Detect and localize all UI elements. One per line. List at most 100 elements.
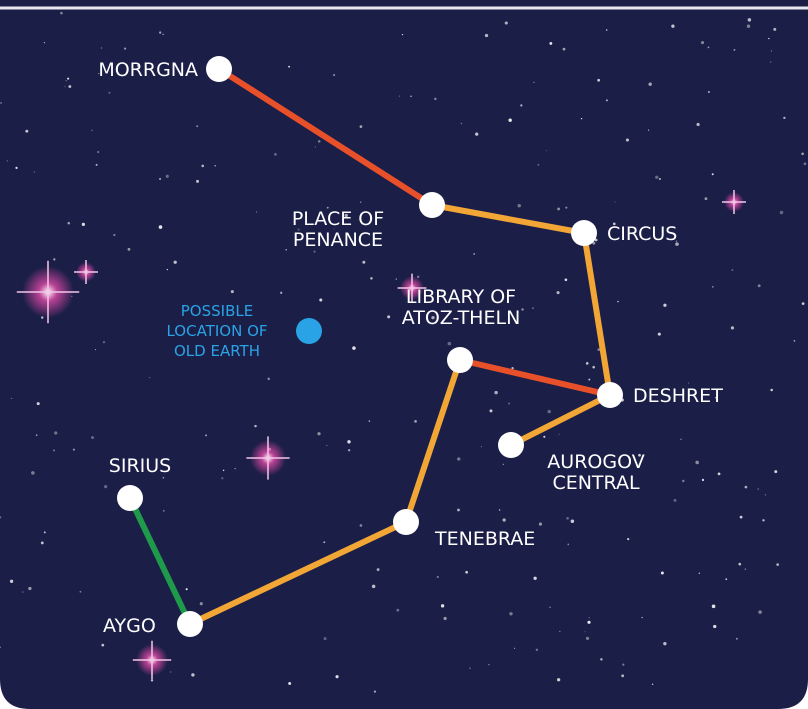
route <box>508 392 613 448</box>
star <box>165 174 169 178</box>
star <box>35 434 38 436</box>
star <box>127 247 131 251</box>
star <box>498 509 501 511</box>
star <box>773 27 777 31</box>
star <box>747 18 752 22</box>
star <box>769 61 772 63</box>
star <box>159 31 162 34</box>
star <box>370 277 373 280</box>
star <box>43 42 46 44</box>
star <box>313 250 316 253</box>
star <box>557 207 561 211</box>
star <box>509 612 513 616</box>
star <box>185 588 188 591</box>
star <box>801 302 805 305</box>
star <box>592 365 596 369</box>
star <box>744 568 746 570</box>
star <box>757 284 761 288</box>
star <box>547 409 551 414</box>
star <box>40 541 44 545</box>
star <box>600 658 603 661</box>
star <box>584 631 586 633</box>
star <box>344 213 348 218</box>
star <box>566 516 569 520</box>
star <box>538 522 543 526</box>
star <box>730 326 735 330</box>
star <box>230 290 234 294</box>
star <box>15 166 18 169</box>
star <box>698 572 701 575</box>
star <box>484 33 489 38</box>
star <box>54 431 58 435</box>
star <box>60 11 63 15</box>
star <box>680 438 682 440</box>
system-node <box>597 382 623 408</box>
star <box>712 286 714 288</box>
system-label: LIBRARY OF ATOZ-THELN <box>402 286 521 329</box>
star <box>651 683 654 686</box>
star <box>417 275 420 278</box>
star <box>359 125 363 128</box>
star <box>489 409 493 413</box>
star <box>641 616 643 619</box>
route <box>581 230 613 398</box>
star <box>762 519 765 522</box>
star <box>638 453 641 457</box>
star <box>696 122 700 127</box>
star <box>711 604 716 609</box>
star <box>191 673 195 677</box>
star <box>136 65 139 67</box>
old-earth-label: POSSIBLE LOCATION OF OLD EARTH <box>166 302 267 360</box>
star <box>675 240 678 242</box>
star <box>744 485 748 489</box>
star <box>333 228 335 230</box>
system-label: AUROGOV CENTRAL <box>547 451 644 494</box>
star-spike <box>74 260 98 284</box>
star <box>469 667 471 670</box>
star <box>588 378 591 381</box>
star <box>774 470 778 474</box>
star <box>6 160 8 162</box>
star <box>675 242 679 246</box>
star <box>588 617 590 619</box>
star <box>570 519 575 524</box>
star <box>757 488 759 490</box>
system-label: DESHRET <box>633 385 723 407</box>
star <box>360 201 362 203</box>
star <box>585 636 590 641</box>
star <box>504 21 508 25</box>
star <box>701 478 705 482</box>
star <box>43 531 46 534</box>
star <box>323 541 326 544</box>
star <box>317 140 321 143</box>
star <box>511 367 514 370</box>
star <box>776 563 780 567</box>
star <box>352 346 356 350</box>
star <box>779 210 784 215</box>
star <box>514 647 516 649</box>
label-line: PENANCE <box>293 229 383 251</box>
star <box>480 446 483 448</box>
star <box>597 348 601 352</box>
star <box>671 24 675 28</box>
star <box>335 675 339 679</box>
star <box>682 479 685 483</box>
star <box>617 300 619 303</box>
route <box>127 495 193 627</box>
star <box>436 575 439 579</box>
star <box>738 562 742 566</box>
star <box>102 341 106 344</box>
system-label: SIRIUS <box>109 455 171 477</box>
routes <box>127 66 613 627</box>
star <box>622 663 625 666</box>
star <box>347 449 351 452</box>
label-line: PLACE OF <box>292 208 384 230</box>
system-label: TENEBRAE <box>434 528 535 550</box>
star <box>103 484 108 489</box>
systems: MORRGNA PLACE OF PENANCE CIRCUS LIBRARY OF AT… <box>98 56 723 637</box>
star <box>288 65 291 68</box>
star <box>36 402 40 406</box>
star <box>594 238 598 242</box>
star <box>580 118 583 120</box>
system-node <box>117 485 143 511</box>
